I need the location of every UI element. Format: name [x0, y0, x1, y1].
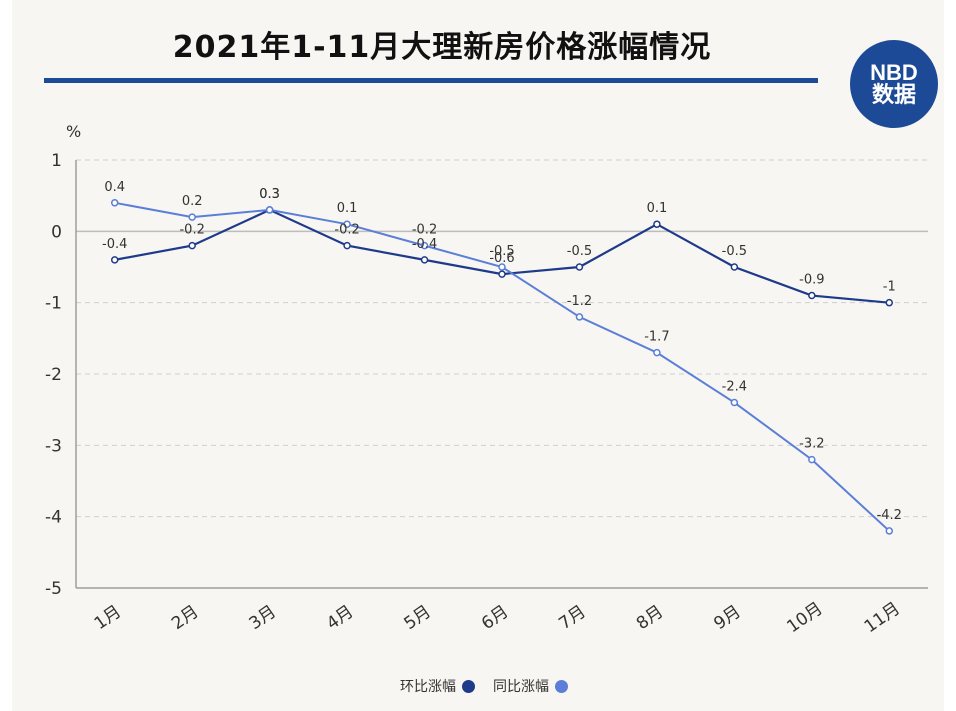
- x-tick-label: 8月: [633, 602, 667, 634]
- data-point: [885, 527, 894, 535]
- data-point: [420, 241, 429, 250]
- data-label: -0.6: [489, 251, 514, 266]
- data-point: [343, 241, 351, 250]
- line-chart: %1 0 -1 -2 -3 -4 -5 1月 2月 3月 4月 5月 6月 7月 8月 9月 10月 11月 -0.…: [45, 122, 928, 638]
- data-label: -0.5: [567, 244, 592, 259]
- legend-swatch: [555, 679, 568, 693]
- data-label: -0.2: [179, 223, 204, 238]
- y-tick-label: 0: [51, 222, 62, 242]
- data-point: [110, 256, 119, 264]
- legend-item: 同比涨幅: [493, 676, 568, 696]
- y-tick-label: 1: [51, 151, 62, 171]
- data-label: -0.5: [489, 244, 514, 259]
- data-point: [653, 348, 661, 357]
- nbd-logo: NBD 数据: [850, 40, 938, 128]
- data-label: -0.9: [799, 273, 824, 288]
- legend-label: 环比涨幅: [400, 679, 456, 695]
- data-label: -0.2: [412, 223, 437, 238]
- data-label: 0.3: [259, 187, 280, 202]
- data-point: [343, 220, 351, 228]
- data-point: [420, 256, 429, 264]
- data-point: [498, 270, 506, 278]
- data-point: [808, 455, 816, 464]
- x-tick-label: 4月: [323, 602, 357, 634]
- title-underline: [44, 78, 818, 83]
- x-tick-label: 7月: [555, 602, 589, 634]
- data-point: [730, 263, 739, 271]
- data-label: -2.4: [722, 380, 747, 395]
- x-tick-label: 11月: [861, 599, 904, 638]
- data-point: [188, 241, 196, 250]
- data-label: 0.3: [259, 187, 280, 202]
- data-label: 0.2: [182, 194, 203, 209]
- data-point: [885, 298, 894, 307]
- chart-panel: 2021年1-11月大理新房价格涨幅情况 NBD 数据 % 1 0 -1 -2 -3 -4 -…: [12, 0, 944, 711]
- data-point: [188, 213, 196, 221]
- data-label: 0.1: [337, 201, 358, 216]
- chart-title: 2021年1-11月大理新房价格涨幅情况: [172, 30, 712, 65]
- data-label: -0.4: [102, 237, 127, 252]
- y-tick-label: -3: [45, 436, 62, 456]
- x-tick-label: 10月: [783, 599, 826, 638]
- x-tick-label: 3月: [246, 602, 280, 634]
- y-tick-label: -4: [45, 508, 62, 528]
- data-label: 0.4: [104, 180, 125, 195]
- data-point: [653, 220, 661, 228]
- x-tick-label: 5月: [401, 602, 435, 634]
- data-point: [110, 199, 119, 207]
- data-point: [730, 398, 739, 407]
- data-label: -0.4: [412, 237, 437, 252]
- y-axis-unit: %: [66, 122, 81, 141]
- data-label: -1: [883, 280, 896, 295]
- data-label: -1.7: [644, 330, 669, 345]
- x-tick-label: 6月: [478, 602, 512, 634]
- data-label: -0.2: [334, 223, 359, 238]
- data-label: -4.2: [877, 508, 902, 523]
- legend-item: 环比涨幅: [400, 676, 475, 696]
- data-label: -0.5: [722, 244, 747, 259]
- data-label: -1.2: [567, 294, 592, 309]
- data-point: [808, 291, 816, 300]
- x-tick-label: 2月: [168, 602, 202, 634]
- data-point: [498, 263, 506, 271]
- y-tick-label: -1: [45, 294, 62, 314]
- legend-swatch: [462, 679, 475, 693]
- y-tick-label: -5: [45, 579, 62, 599]
- logo-text-data: 数据: [871, 83, 916, 108]
- legend: 环比涨幅 同比涨幅: [400, 676, 586, 696]
- data-label: -3.2: [799, 437, 824, 452]
- x-tick-label: 1月: [91, 602, 125, 634]
- data-point: [575, 313, 584, 321]
- data-label: 0.1: [647, 201, 668, 216]
- logo-text-nbd: NBD: [870, 59, 918, 85]
- x-tick-label: 9月: [710, 602, 744, 634]
- data-point: [575, 263, 584, 271]
- legend-label: 同比涨幅: [493, 679, 549, 695]
- y-tick-label: -2: [45, 365, 62, 385]
- data-point: [265, 206, 274, 214]
